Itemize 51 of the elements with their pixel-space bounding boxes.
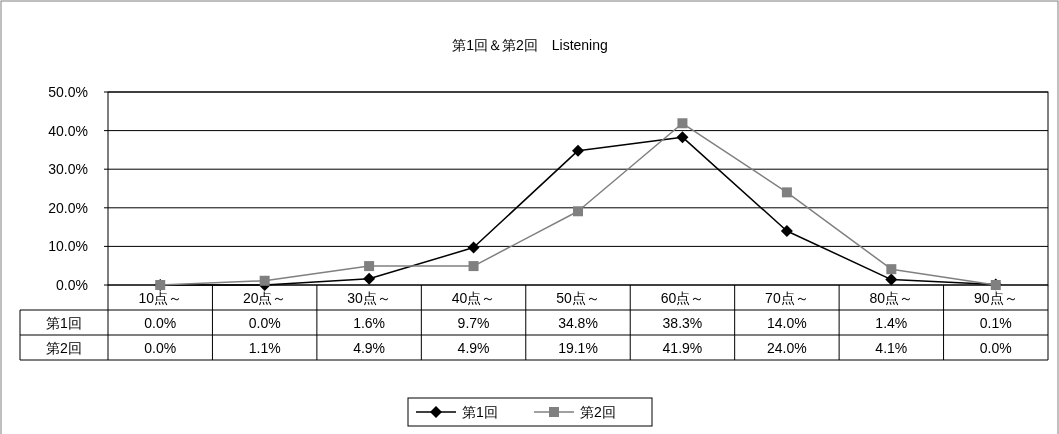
y-tick-label: 50.0% — [48, 84, 88, 100]
data-label: 41.9% — [662, 340, 703, 356]
data-label: 0.0% — [979, 340, 1012, 356]
point — [572, 144, 584, 157]
point — [677, 118, 688, 129]
x-tick-label: 20点～ — [242, 290, 287, 306]
data-label: 4.1% — [875, 340, 908, 356]
y-tick-label: 10.0% — [48, 238, 88, 255]
point — [573, 206, 583, 217]
legend-label: 第2回 — [580, 404, 616, 420]
point — [364, 261, 375, 272]
data-label: 9.7% — [457, 315, 490, 331]
data-label: 14.0% — [767, 315, 807, 331]
x-tick-label: 30点～ — [347, 290, 391, 306]
x-tick-label: 60点～ — [660, 290, 705, 306]
point — [468, 261, 479, 272]
x-tick-label: 10点～ — [138, 290, 183, 306]
y-tick-label: 20.0% — [48, 199, 88, 216]
x-tick-label: 70点～ — [765, 290, 809, 306]
data-label: 1.4% — [875, 315, 908, 331]
data-label: 0.0% — [248, 315, 281, 331]
x-tick-label: 50点～ — [556, 290, 600, 306]
data-label: 1.1% — [248, 340, 281, 356]
legend-label: 第1回 — [462, 404, 498, 420]
point — [676, 131, 689, 144]
data-label: 34.8% — [558, 315, 598, 331]
data-label: 1.6% — [353, 315, 386, 331]
x-tick-label: 40点～ — [451, 290, 496, 306]
point — [363, 272, 376, 285]
point — [259, 275, 270, 286]
text: 第1回 — [46, 315, 82, 331]
text: 第2回 — [46, 340, 82, 356]
x-tick-label: 90点～ — [973, 290, 1018, 306]
point — [886, 264, 897, 275]
point — [467, 241, 480, 254]
data-label: 0.0% — [144, 315, 177, 331]
y-tick-label: 30.0% — [48, 161, 88, 178]
data-label: 24.0% — [767, 340, 807, 356]
data-label: 0.0% — [144, 340, 177, 356]
data-label: 19.1% — [558, 340, 598, 356]
data-label: 38.3% — [662, 315, 703, 331]
point — [885, 273, 898, 286]
data-label: 4.9% — [457, 340, 490, 356]
y-tick-label: 0.0% — [56, 277, 88, 293]
x-tick-label: 80点～ — [869, 290, 914, 306]
data-label: 4.9% — [353, 340, 386, 356]
chart-title: 第1回＆第2回 Listening — [452, 37, 608, 53]
data-label: 0.1% — [979, 315, 1012, 331]
point — [780, 224, 793, 237]
point — [781, 187, 792, 198]
y-tick-label: 40.0% — [48, 122, 88, 139]
